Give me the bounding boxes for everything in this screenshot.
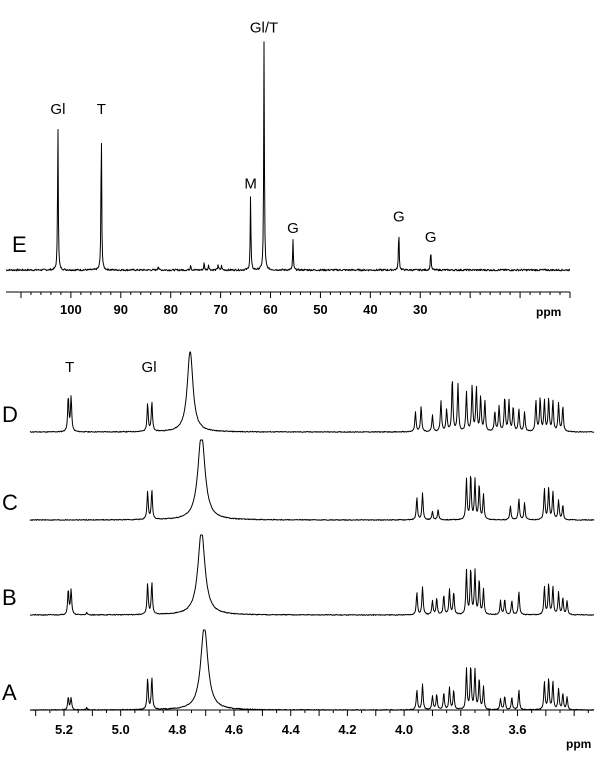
series-D-trace: [29, 351, 595, 433]
peak-label-E-0: Gl: [50, 101, 65, 118]
h1-panel: D C B A T Gl 5.2 5.0 4.8 4.6 4.4 4.2 4.0 3.8 3.6 ppm: [2, 351, 595, 751]
h1-tick-label-1: 5.0: [112, 722, 130, 737]
c13-axis: 100 90 80 70 60 50 40 30 ppm: [6, 291, 571, 319]
h1-tick-label-6: 4.0: [395, 722, 413, 737]
series-E-trace: [5, 41, 571, 272]
series-label-D: D: [2, 402, 18, 427]
peak-label-E-8: M: [244, 176, 257, 193]
c13-tick-label-0: 100: [60, 302, 82, 317]
h1-tick-label-3: 4.6: [225, 722, 243, 737]
c13-tick-label-2: 80: [163, 302, 177, 317]
c13-tick-label-4: 60: [263, 302, 277, 317]
h1-peak-label-0: T: [65, 359, 74, 376]
series-B-trace: [29, 534, 594, 616]
peak-label-E-11: G: [393, 208, 405, 225]
h1-peak-labels: D C B A T Gl: [2, 359, 157, 705]
h1-tick-label-5: 4.2: [338, 722, 356, 737]
series-label-A: A: [2, 680, 17, 705]
series-A-trace: [29, 629, 595, 711]
peak-label-E-12: G: [425, 229, 437, 246]
c13-x-unit: ppm: [536, 305, 561, 319]
series-C-trace: [29, 439, 595, 521]
h1-tick-label-0: 5.2: [55, 722, 73, 737]
peak-label-E-10: G: [287, 220, 299, 237]
h1-tick-label-4: 4.4: [282, 722, 301, 737]
c13-tick-label-5: 50: [313, 302, 327, 317]
series-label-B: B: [2, 585, 17, 610]
c13-trace-layer: [5, 41, 571, 272]
c13-tick-label-6: 40: [363, 302, 377, 317]
h1-tick-label-8: 3.6: [508, 722, 526, 737]
c13-tick-label-7: 30: [413, 302, 427, 317]
h1-x-unit: ppm: [566, 737, 591, 751]
c13-tick-label-3: 70: [213, 302, 227, 317]
c13-tick-label-1: 90: [114, 302, 128, 317]
series-label-C: C: [2, 490, 18, 515]
peak-label-E-1: T: [97, 101, 106, 118]
c13-peak-labels: E Gl T M Gl/T G G G: [12, 19, 437, 257]
h1-peak-label-1: Gl: [142, 359, 157, 376]
h1-axis: 5.2 5.0 4.8 4.6 4.4 4.2 4.0 3.8 3.6 ppm: [30, 709, 594, 751]
h1-tick-label-2: 4.8: [168, 722, 186, 737]
series-label-E: E: [12, 232, 27, 257]
h1-tick-label-7: 3.8: [452, 722, 470, 737]
h1-trace-layer: [29, 351, 595, 711]
c13-panel: E Gl T M Gl/T G G G 100 90 80 70 60 50 40 30 ppm: [5, 19, 571, 319]
peak-label-E-9: Gl/T: [250, 19, 278, 36]
